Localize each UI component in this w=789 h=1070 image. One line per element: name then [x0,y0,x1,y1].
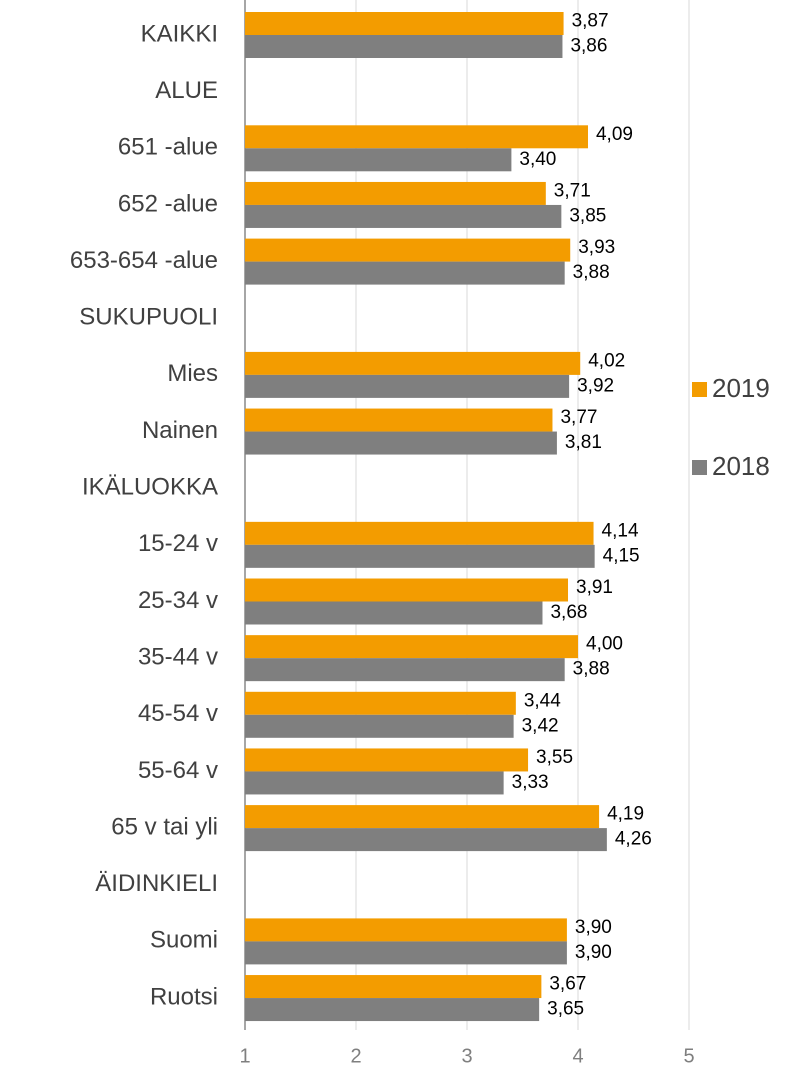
bar [245,261,565,285]
value-label: 3,90 [575,917,612,938]
y-tick-label: SUKUPUOLI [79,304,218,331]
bar [245,658,565,682]
bar [245,12,564,35]
value-label: 4,26 [615,829,652,850]
x-tick-label: 1 [239,1045,250,1067]
bar [245,828,607,852]
x-tick-label: 3 [461,1045,472,1067]
bar [245,238,571,262]
y-tick-label: 65 v tai yli [111,813,218,840]
value-label: 3,88 [573,659,610,680]
value-label: 3,68 [550,602,587,623]
value-label: 3,85 [569,205,606,226]
value-label: 3,91 [576,577,613,598]
value-label: 4,15 [603,545,640,566]
x-tick-label: 5 [683,1045,694,1067]
value-label: 3,77 [560,407,597,428]
bar [245,181,546,205]
bar [245,521,594,545]
y-tick-label: KAIKKI [141,20,218,47]
bar [245,35,563,58]
bar [245,204,562,228]
bar [245,125,588,149]
bar [245,805,600,829]
bar [245,578,569,602]
value-label: 3,42 [522,715,559,736]
value-label: 4,09 [596,124,633,145]
value-label: 3,44 [524,690,561,711]
bar [245,408,553,432]
y-tick-label: IKÄLUOKKA [82,474,218,501]
value-label: 3,88 [573,262,610,283]
value-label: 4,14 [602,520,639,541]
value-label: 4,19 [607,804,644,825]
bar [245,918,567,942]
value-label: 3,55 [536,747,573,768]
bar [245,714,514,738]
y-tick-label: 652 -alue [118,190,218,217]
bar [245,351,581,375]
y-tick-label: 45-54 v [138,700,218,727]
bar [245,374,570,398]
bar [245,544,595,568]
legend-swatch [692,382,707,397]
y-tick-label: ALUE [155,77,218,104]
y-tick-label: Mies [167,360,218,387]
y-tick-label: 653-654 -alue [70,247,218,274]
bar [245,635,578,659]
bar [245,998,540,1022]
y-tick-label: Ruotsi [150,983,218,1010]
bar [245,941,567,965]
y-tick-label: 55-64 v [138,757,218,784]
bar [245,975,542,999]
value-label: 3,87 [572,11,609,32]
value-label: 4,02 [588,350,625,371]
bar [245,431,557,455]
y-tick-label: 651 -alue [118,134,218,161]
y-tick-label: ÄIDINKIELI [95,870,218,897]
bar [245,771,504,795]
x-tick-label: 4 [572,1045,583,1067]
y-tick-label: 35-44 v [138,643,218,670]
value-label: 3,33 [512,772,549,793]
legend-swatch [692,460,707,475]
bar [245,148,512,172]
bar [245,748,529,772]
value-label: 3,92 [577,375,614,396]
value-label: 3,90 [575,942,612,963]
y-tick-label: 25-34 v [138,587,218,614]
bar [245,601,543,625]
legend-label: 2019 [712,373,770,403]
value-label: 3,67 [549,974,586,995]
legend-label: 2018 [712,451,770,481]
value-label: 3,40 [519,149,556,170]
value-label: 4,00 [586,634,623,655]
value-label: 3,71 [554,180,591,201]
bar [245,691,516,715]
y-tick-label: Suomi [150,927,218,954]
value-label: 3,65 [547,999,584,1020]
value-label: 3,81 [565,432,602,453]
y-tick-label: 15-24 v [138,530,218,557]
x-tick-label: 2 [350,1045,361,1067]
value-label: 3,86 [570,36,607,57]
y-tick-label: Nainen [142,417,218,444]
value-label: 3,93 [578,237,615,258]
